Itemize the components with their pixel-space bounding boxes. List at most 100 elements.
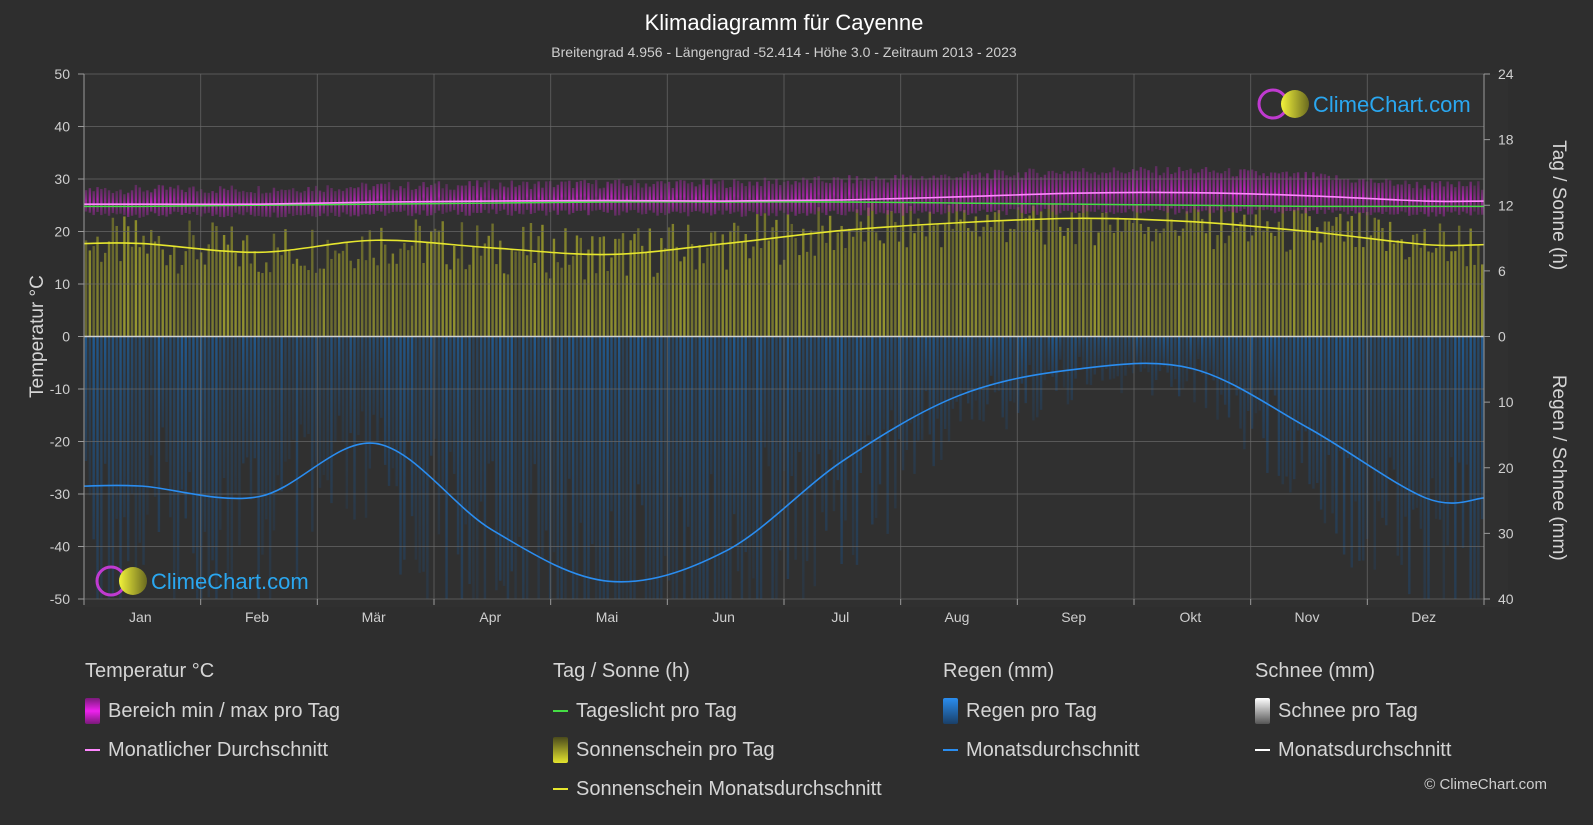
rain-day-bar xyxy=(552,336,556,553)
sunshine-day-bar xyxy=(1013,229,1016,337)
temp-range-day-bar xyxy=(752,185,755,213)
sunshine-day-bar xyxy=(1296,207,1300,337)
temp-range-day-bar xyxy=(1166,167,1169,213)
rain-day-bar xyxy=(180,336,184,490)
y-tick-label-left: 20 xyxy=(54,224,70,240)
rain-day-bar xyxy=(127,336,130,562)
sunshine-day-bar xyxy=(1204,233,1208,337)
sunshine-day-bar xyxy=(395,263,398,337)
temp-range-day-bar xyxy=(1078,171,1081,212)
temp-range-day-bar xyxy=(130,190,134,216)
rain-day-bar xyxy=(1442,336,1446,599)
temp-range-day-bar xyxy=(103,187,107,214)
y-tick-label-left: 50 xyxy=(54,66,70,82)
temp-range-day-bar xyxy=(560,181,563,211)
sunshine-day-bar xyxy=(518,251,521,337)
rain-day-bar xyxy=(529,336,533,495)
legend-temperature: Temperatur °C Bereich min / max pro Tag … xyxy=(85,660,340,776)
rain-day-bar xyxy=(587,336,590,599)
rain-day-bar xyxy=(598,336,602,599)
rain-day-bar xyxy=(1154,336,1158,381)
sunshine-day-bar xyxy=(541,224,544,337)
sunshine-day-bar xyxy=(529,222,533,337)
rain-day-bar xyxy=(805,336,809,562)
rain-day-bar xyxy=(560,336,563,599)
temp-range-day-bar xyxy=(1434,182,1438,217)
rain-day-bar xyxy=(729,336,732,599)
temp-range-day-bar xyxy=(1404,180,1407,213)
temp-range-day-bar xyxy=(1477,181,1480,215)
temp-range-day-bar xyxy=(1438,181,1442,215)
temp-range-day-bar xyxy=(184,191,187,214)
rain-day-bar xyxy=(909,336,912,424)
y-axis-title-right-top: Tag / Sonne (h) xyxy=(1548,140,1569,270)
y-tick-label-right-mm: 20 xyxy=(1498,460,1514,476)
y-tick-label-right-mm: 30 xyxy=(1498,525,1514,541)
rain-day-bar xyxy=(687,336,690,527)
sunshine-day-bar xyxy=(380,227,383,337)
rain-day-bar xyxy=(932,336,935,467)
sunshine-day-bar xyxy=(1277,221,1281,337)
sunshine-day-bar xyxy=(1005,242,1008,337)
rain-day-bar xyxy=(706,336,709,599)
rain-day-bar xyxy=(272,336,276,531)
sunshine-day-bar xyxy=(694,269,698,337)
logo-top-right: ClimeChart.com xyxy=(1257,88,1471,120)
rain-day-bar xyxy=(364,336,368,518)
rain-day-bar xyxy=(495,336,498,591)
rain-day-bar xyxy=(138,336,141,543)
sunshine-day-bar xyxy=(502,273,506,337)
sunshine-day-bar xyxy=(1116,217,1119,337)
temp-range-day-bar xyxy=(115,191,118,215)
sunshine-day-bar xyxy=(188,220,191,337)
sunshine-day-bar xyxy=(1143,233,1146,337)
rain-day-bar xyxy=(794,336,797,560)
rain-day-bar xyxy=(1408,336,1411,595)
rain-day-bar xyxy=(153,336,157,497)
sunshine-day-bar xyxy=(491,223,494,337)
rain-day-bar xyxy=(974,336,978,401)
sunshine-day-bar xyxy=(1001,221,1004,337)
x-tick-label-month: Apr xyxy=(479,609,501,625)
sunshine-avg-line xyxy=(83,217,1485,256)
rain-day-bar xyxy=(430,336,433,456)
sunshine-day-bar xyxy=(1419,247,1423,337)
x-tick-label-month: Jan xyxy=(129,609,152,625)
temp-range-day-bar xyxy=(161,185,164,216)
sunshine-day-bar xyxy=(230,226,233,337)
temp-range-day-bar xyxy=(476,180,479,214)
legend-item-temp-avg: Monatlicher Durchschnitt xyxy=(85,737,340,763)
temp-range-day-bar xyxy=(525,181,529,210)
temp-range-day-bar xyxy=(591,184,594,212)
temp-range-day-bar xyxy=(1415,181,1419,215)
sunshine-day-bar xyxy=(476,225,479,337)
sunshine-day-bar xyxy=(901,202,905,337)
temp-range-day-bar xyxy=(1335,175,1338,211)
temp-range-day-bar xyxy=(1177,166,1181,213)
sunshine-day-bar xyxy=(1247,241,1250,337)
sunshine-day-bar xyxy=(169,254,172,337)
rain-day-bar xyxy=(602,336,606,599)
rain-day-bar xyxy=(1074,336,1077,379)
chart-title: Klimadiagramm für Cayenne xyxy=(645,10,924,35)
legend: Temperatur °C Bereich min / max pro Tag … xyxy=(0,660,1593,820)
legend-item-daylight: Tageslicht pro Tag xyxy=(553,698,882,724)
rain-day-bar xyxy=(606,336,609,599)
x-tick-label-month: Mai xyxy=(596,609,619,625)
rain-day-bar xyxy=(1427,336,1430,599)
temp-range-day-bar xyxy=(771,183,774,214)
temp-range-day-bar xyxy=(1362,178,1365,214)
rain-day-bar xyxy=(1415,336,1419,508)
logo-sun-icon xyxy=(1281,90,1309,118)
rain-day-bar xyxy=(1277,336,1281,476)
rain-day-bar xyxy=(1293,336,1296,480)
x-tick-label-month: Sep xyxy=(1061,609,1086,625)
sunshine-day-bar xyxy=(802,228,805,337)
rain-day-bar xyxy=(84,336,88,461)
temp-range-day-bar xyxy=(314,185,318,218)
temp-range-day-bar xyxy=(1304,171,1307,214)
sunshine-day-bar xyxy=(575,235,579,337)
temp-range-day-bar xyxy=(667,181,671,214)
rain-day-bar xyxy=(1028,336,1031,366)
rain-day-bar xyxy=(510,336,513,572)
